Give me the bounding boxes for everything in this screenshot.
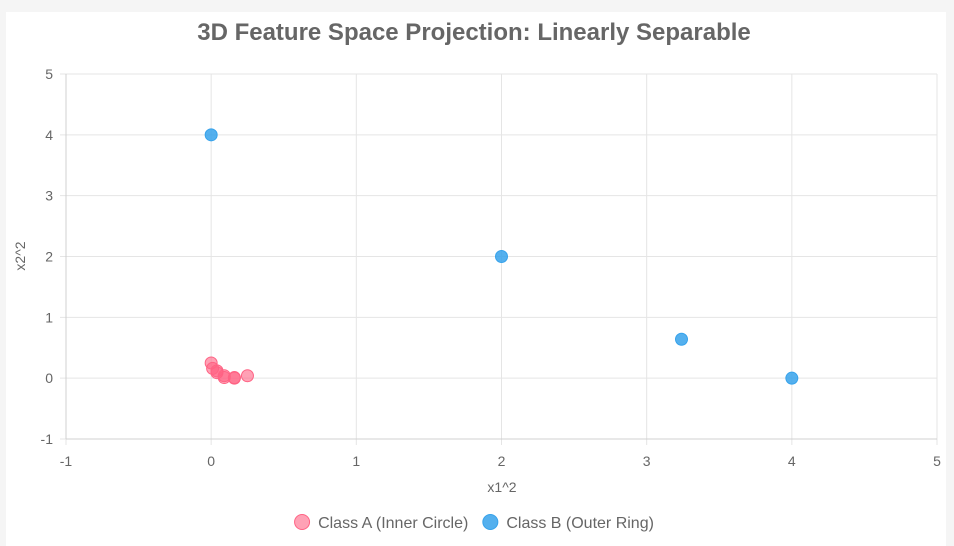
data-point	[227, 371, 241, 385]
series-1	[204, 128, 799, 385]
x-tick-label: 1	[352, 453, 360, 469]
legend-label: Class A (Inner Circle)	[318, 515, 468, 532]
scatter-chart: 3D Feature Space Projection: Linearly Se…	[12, 19, 942, 533]
y-tick-label: 4	[45, 127, 53, 143]
legend-item[interactable]: Class B (Outer Ring)	[482, 514, 654, 533]
data-point	[240, 369, 254, 383]
x-tick-label: 4	[788, 453, 796, 469]
legend-item[interactable]: Class A (Inner Circle)	[294, 514, 469, 533]
legend: Class A (Inner Circle) Class B (Outer Rin…	[294, 514, 654, 533]
chart-title: 3D Feature Space Projection: Linearly Se…	[197, 19, 751, 46]
x-tick-label: 0	[207, 453, 215, 469]
x-tick-label: 3	[643, 453, 651, 469]
x-tick-label: -1	[60, 453, 73, 469]
legend-swatch	[482, 514, 499, 530]
y-tick-label: 1	[45, 309, 53, 325]
y-axis-label: x2^2	[12, 241, 28, 270]
y-tick-label: 3	[45, 188, 53, 204]
y-tick-label: 0	[45, 370, 53, 386]
y-tick-label: -1	[41, 431, 54, 447]
chart-card: 3D Feature Space Projection: Linearly Se…	[6, 12, 946, 546]
legend-swatch	[294, 514, 311, 530]
data-point	[495, 250, 508, 263]
data-points	[204, 128, 799, 385]
legend-label: Class B (Outer Ring)	[506, 515, 654, 532]
y-tick-label: 2	[45, 249, 53, 265]
axes	[65, 74, 937, 440]
tick-labels: -1 0 1 2 3 4 5 -1 0 1 2 3 4 5	[41, 66, 942, 469]
data-point	[675, 332, 689, 346]
series-0	[204, 356, 254, 385]
grid-lines	[60, 73, 938, 445]
y-tick-label: 5	[45, 66, 53, 82]
x-tick-label: 2	[498, 453, 506, 469]
data-point	[785, 371, 799, 385]
x-tick-label: 5	[933, 453, 941, 469]
x-axis-label: x1^2	[487, 479, 516, 495]
data-point	[204, 128, 218, 142]
